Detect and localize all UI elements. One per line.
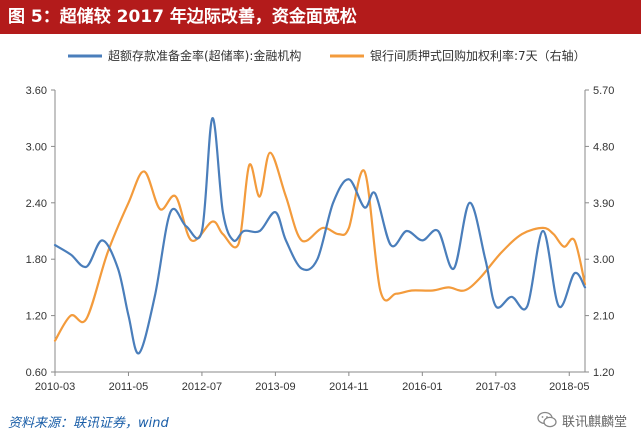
x-tick-label: 2013-09	[255, 381, 295, 393]
x-tick-label: 2010-03	[35, 381, 75, 393]
plot-series	[53, 117, 587, 355]
page-title: 图 5：超储较 2017 年边际改善，资金面宽松	[0, 0, 641, 34]
right-tick-label: 1.20	[593, 367, 614, 379]
legend: 超额存款准备金率(超储率):金融机构 银行间质押式回购加权利率:7天（右轴）	[68, 48, 586, 63]
right-tick-label: 3.00	[593, 254, 614, 266]
left-tick-label: 0.60	[26, 367, 47, 379]
x-tick-label: 2011-05	[109, 381, 149, 393]
right-y-axis: 1.20 2.10 3.00 3.90 4.80 5.70	[584, 85, 614, 379]
legend-label-right-series: 银行间质押式回购加权利率:7天（右轴）	[370, 48, 586, 63]
x-axis: 2010-03 2011-05 2012-07 2013-09 2014-11 2016-…	[35, 371, 589, 393]
line-chart: 超额存款准备金率(超储率):金融机构 银行间质押式回购加权利率:7天（右轴） 0…	[26, 48, 615, 393]
watermark-text: 联讯麒麟堂	[561, 414, 627, 430]
x-tick-label: 2014-11	[329, 381, 369, 393]
wechat-icon	[537, 411, 557, 428]
source-note: 资料来源：联讯证券，wind	[8, 416, 169, 431]
left-y-axis: 0.60 1.20 1.80 2.40 3.00 3.60	[26, 85, 56, 379]
x-tick-label: 2018-05	[549, 381, 589, 393]
x-tick-label: 2017-03	[476, 381, 516, 393]
right-tick-label: 2.10	[593, 311, 614, 323]
right-tick-label: 3.90	[593, 198, 614, 210]
right-tick-label: 5.70	[593, 85, 614, 97]
x-tick-label: 2012-07	[182, 381, 222, 393]
x-tick-label: 2016-01	[402, 381, 442, 393]
left-tick-label: 1.20	[26, 311, 47, 323]
left-tick-label: 2.40	[26, 198, 47, 210]
legend-label-left-series: 超额存款准备金率(超储率):金融机构	[108, 48, 301, 63]
right-tick-label: 4.80	[593, 141, 614, 153]
left-tick-label: 3.60	[26, 85, 47, 97]
left-tick-label: 1.80	[26, 254, 47, 266]
series-line-excess-reserve-ratio	[53, 117, 587, 355]
series-line-repo-rate-7d	[53, 151, 587, 342]
left-tick-label: 3.00	[26, 141, 47, 153]
watermark: 联讯麒麟堂	[537, 409, 627, 431]
